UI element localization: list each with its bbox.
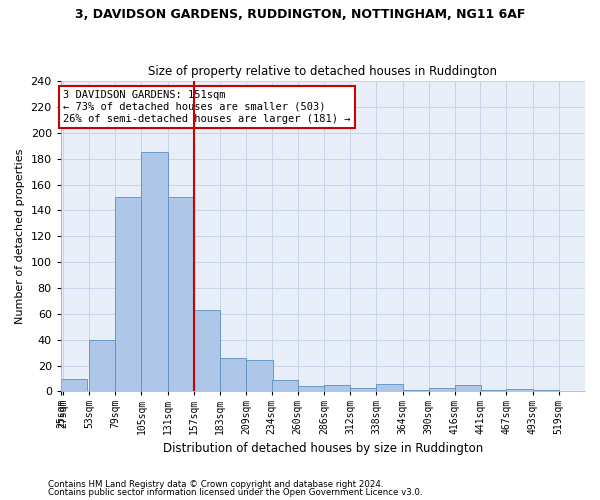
Text: 3 DAVIDSON GARDENS: 151sqm
← 73% of detached houses are smaller (503)
26% of sem: 3 DAVIDSON GARDENS: 151sqm ← 73% of deta… <box>64 90 351 124</box>
Title: Size of property relative to detached houses in Ruddington: Size of property relative to detached ho… <box>148 66 497 78</box>
Bar <box>506 389 533 392</box>
Bar <box>429 388 455 392</box>
Bar <box>115 198 142 392</box>
Bar <box>298 386 324 392</box>
Bar <box>480 390 506 392</box>
Text: 3, DAVIDSON GARDENS, RUDDINGTON, NOTTINGHAM, NG11 6AF: 3, DAVIDSON GARDENS, RUDDINGTON, NOTTING… <box>75 8 525 20</box>
Text: Contains public sector information licensed under the Open Government Licence v3: Contains public sector information licen… <box>48 488 422 497</box>
Bar <box>142 152 167 392</box>
Y-axis label: Number of detached properties: Number of detached properties <box>15 148 25 324</box>
Bar <box>403 390 429 392</box>
Bar <box>324 385 350 392</box>
Bar <box>247 360 272 392</box>
Bar <box>220 358 247 392</box>
Bar <box>272 380 298 392</box>
Bar <box>533 390 559 392</box>
Bar <box>61 378 87 392</box>
Text: Contains HM Land Registry data © Crown copyright and database right 2024.: Contains HM Land Registry data © Crown c… <box>48 480 383 489</box>
Bar <box>194 310 220 392</box>
X-axis label: Distribution of detached houses by size in Ruddington: Distribution of detached houses by size … <box>163 442 483 455</box>
Bar <box>89 340 115 392</box>
Bar <box>350 388 376 392</box>
Bar <box>167 198 194 392</box>
Bar <box>376 384 403 392</box>
Bar <box>455 385 481 392</box>
